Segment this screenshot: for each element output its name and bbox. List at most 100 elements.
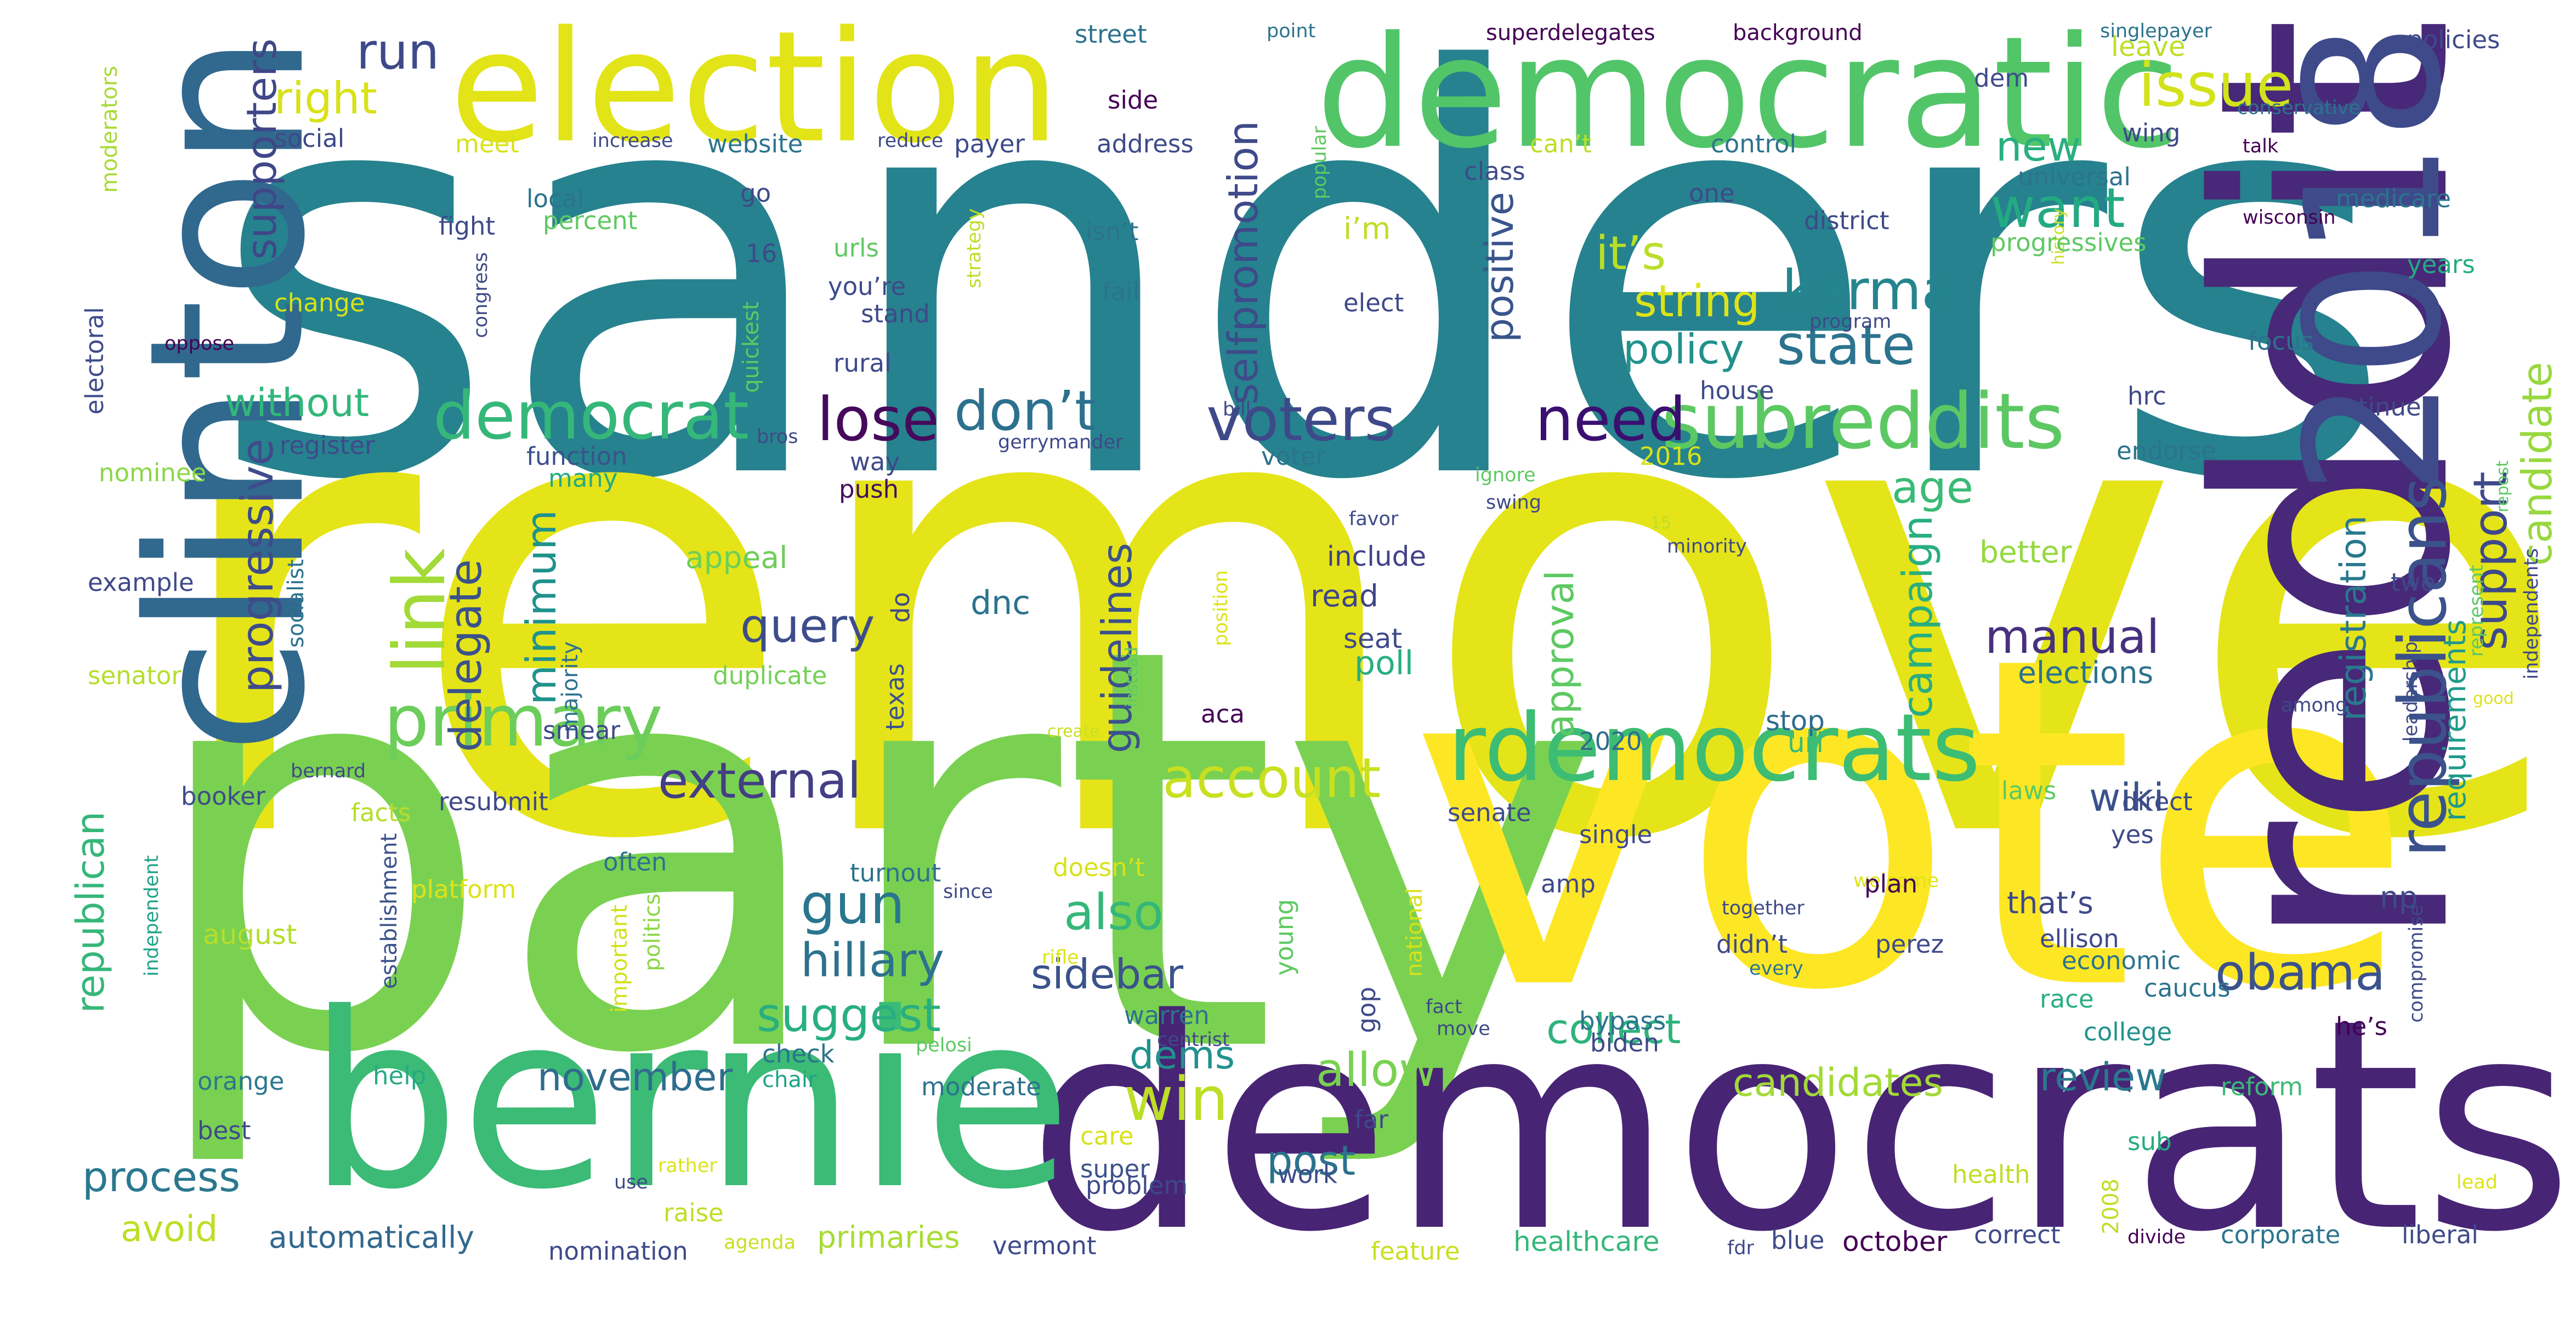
word-automatically: automatically <box>269 1220 474 1255</box>
word-use: use <box>614 1171 648 1193</box>
word-super: super <box>1080 1154 1150 1184</box>
word-can-t: can’t <box>1530 129 1592 158</box>
word-review: review <box>2040 1055 2167 1100</box>
word-local: local <box>526 184 584 213</box>
word-agenda: agenda <box>724 1232 796 1254</box>
word-control: control <box>1711 129 1796 158</box>
word-account: account <box>1162 746 1381 810</box>
word-reduce: reduce <box>877 130 944 152</box>
word-aca: aca <box>1201 699 1245 729</box>
word-quickest: quickest <box>739 301 764 393</box>
word-policies: policies <box>2407 25 2500 54</box>
word-plan: plan <box>1864 869 1918 898</box>
word-2008: 2008 <box>2098 1179 2124 1234</box>
word-vermont: vermont <box>992 1231 1097 1260</box>
word-change: change <box>274 288 365 317</box>
word-electoral: electoral <box>80 307 109 415</box>
word-you-re: you’re <box>828 272 906 301</box>
word-caucus: caucus <box>2144 974 2231 1003</box>
word-rdemocrats: rdemocrats <box>1448 694 1981 803</box>
word-point: point <box>1267 20 1316 42</box>
word-nominee: nominee <box>99 458 207 487</box>
word-voter: voter <box>1261 442 1326 471</box>
word-among: among <box>2281 695 2348 716</box>
word-many: many <box>548 464 618 493</box>
word-include: include <box>1327 540 1427 572</box>
word-appeal: appeal <box>685 540 788 575</box>
word-poll: poll <box>1354 644 1414 682</box>
word-external: external <box>658 752 861 810</box>
word-leadership: leadership <box>2400 641 2422 742</box>
word-direct: direct <box>2122 787 2193 816</box>
word-best: best <box>197 1116 251 1145</box>
word-percent: percent <box>543 206 638 235</box>
word-increase: increase <box>592 130 673 152</box>
word-leave: leave <box>2111 31 2186 62</box>
word-bros: bros <box>757 426 798 448</box>
word-issue: issue <box>2138 50 2294 120</box>
word-district: district <box>1804 206 1890 235</box>
word-lose: lose <box>817 384 939 454</box>
word-liberal: liberal <box>2402 1220 2478 1249</box>
word-raise: raise <box>663 1198 724 1227</box>
word-problem: problem <box>1086 1171 1188 1200</box>
word-also: also <box>1064 884 1164 941</box>
word-centrist: centrist <box>1157 1029 1230 1051</box>
word-warren: warren <box>1124 1001 1210 1030</box>
word-subreddits: subreddits <box>1661 377 2065 466</box>
word-ellison: ellison <box>2040 924 2119 953</box>
word-didn-t: didn’t <box>1716 930 1788 959</box>
word-primaries: primaries <box>817 1220 960 1255</box>
word-october: october <box>1842 1226 1948 1258</box>
word-instead: instead <box>1122 647 1142 708</box>
word-economic: economic <box>2062 946 2181 975</box>
word-payer: payer <box>954 129 1025 158</box>
word-allow: allow <box>1316 1043 1437 1097</box>
word-query: query <box>740 599 875 653</box>
word-dnc: dnc <box>971 584 1031 622</box>
word-one: one <box>1689 179 1735 208</box>
word-pelosi: pelosi <box>916 1034 972 1056</box>
word-stand: stand <box>861 299 930 328</box>
word-wing: wing <box>2122 118 2181 147</box>
word-karma: karma <box>1782 258 1955 322</box>
word-house: house <box>1700 376 1774 405</box>
word-perez: perez <box>1875 930 1944 959</box>
word-divide: divide <box>2127 1226 2186 1248</box>
word-delegate: delegate <box>440 559 491 752</box>
word-feature: feature <box>1371 1237 1460 1266</box>
word-avoid: avoid <box>121 1209 218 1250</box>
word-background: background <box>1733 20 1863 45</box>
word-every: every <box>1749 958 1803 980</box>
word-age: age <box>1892 462 1974 513</box>
word-social: social <box>274 124 345 153</box>
word-voters: voters <box>1206 384 1396 454</box>
word-fail: fail <box>1102 277 1140 306</box>
word-talk: talk <box>2243 135 2279 157</box>
word-read: read <box>1310 578 1378 613</box>
word-repost: repost <box>2493 460 2512 513</box>
word-doesn-t: doesn’t <box>1053 853 1145 882</box>
word-suggest: suggest <box>757 988 941 1043</box>
word-dem: dem <box>1974 64 2029 93</box>
word-singlepayer: singlepayer <box>2100 20 2212 42</box>
word-november: november <box>537 1055 733 1100</box>
word-orange: orange <box>197 1067 285 1096</box>
word-run: run <box>356 23 440 81</box>
word-single: single <box>1579 820 1653 849</box>
word-collect: collect <box>1546 1005 1681 1053</box>
word-street: street <box>1075 20 1147 49</box>
word-move: move <box>1437 1018 1490 1040</box>
word-democrats: democrats <box>1026 957 2574 1295</box>
word-endorse: endorse <box>2117 436 2216 465</box>
word-i-m: i’m <box>1343 211 1391 246</box>
word-website: website <box>707 129 803 158</box>
word-medicare: medicare <box>2336 184 2452 213</box>
word-elections: elections <box>2018 655 2154 690</box>
word-new: new <box>1996 122 2081 170</box>
word-bill: bill <box>1223 399 1251 420</box>
word-np: np <box>2380 880 2418 915</box>
word-congress: congress <box>470 252 492 338</box>
word-compromise: compromise <box>2405 904 2427 1023</box>
